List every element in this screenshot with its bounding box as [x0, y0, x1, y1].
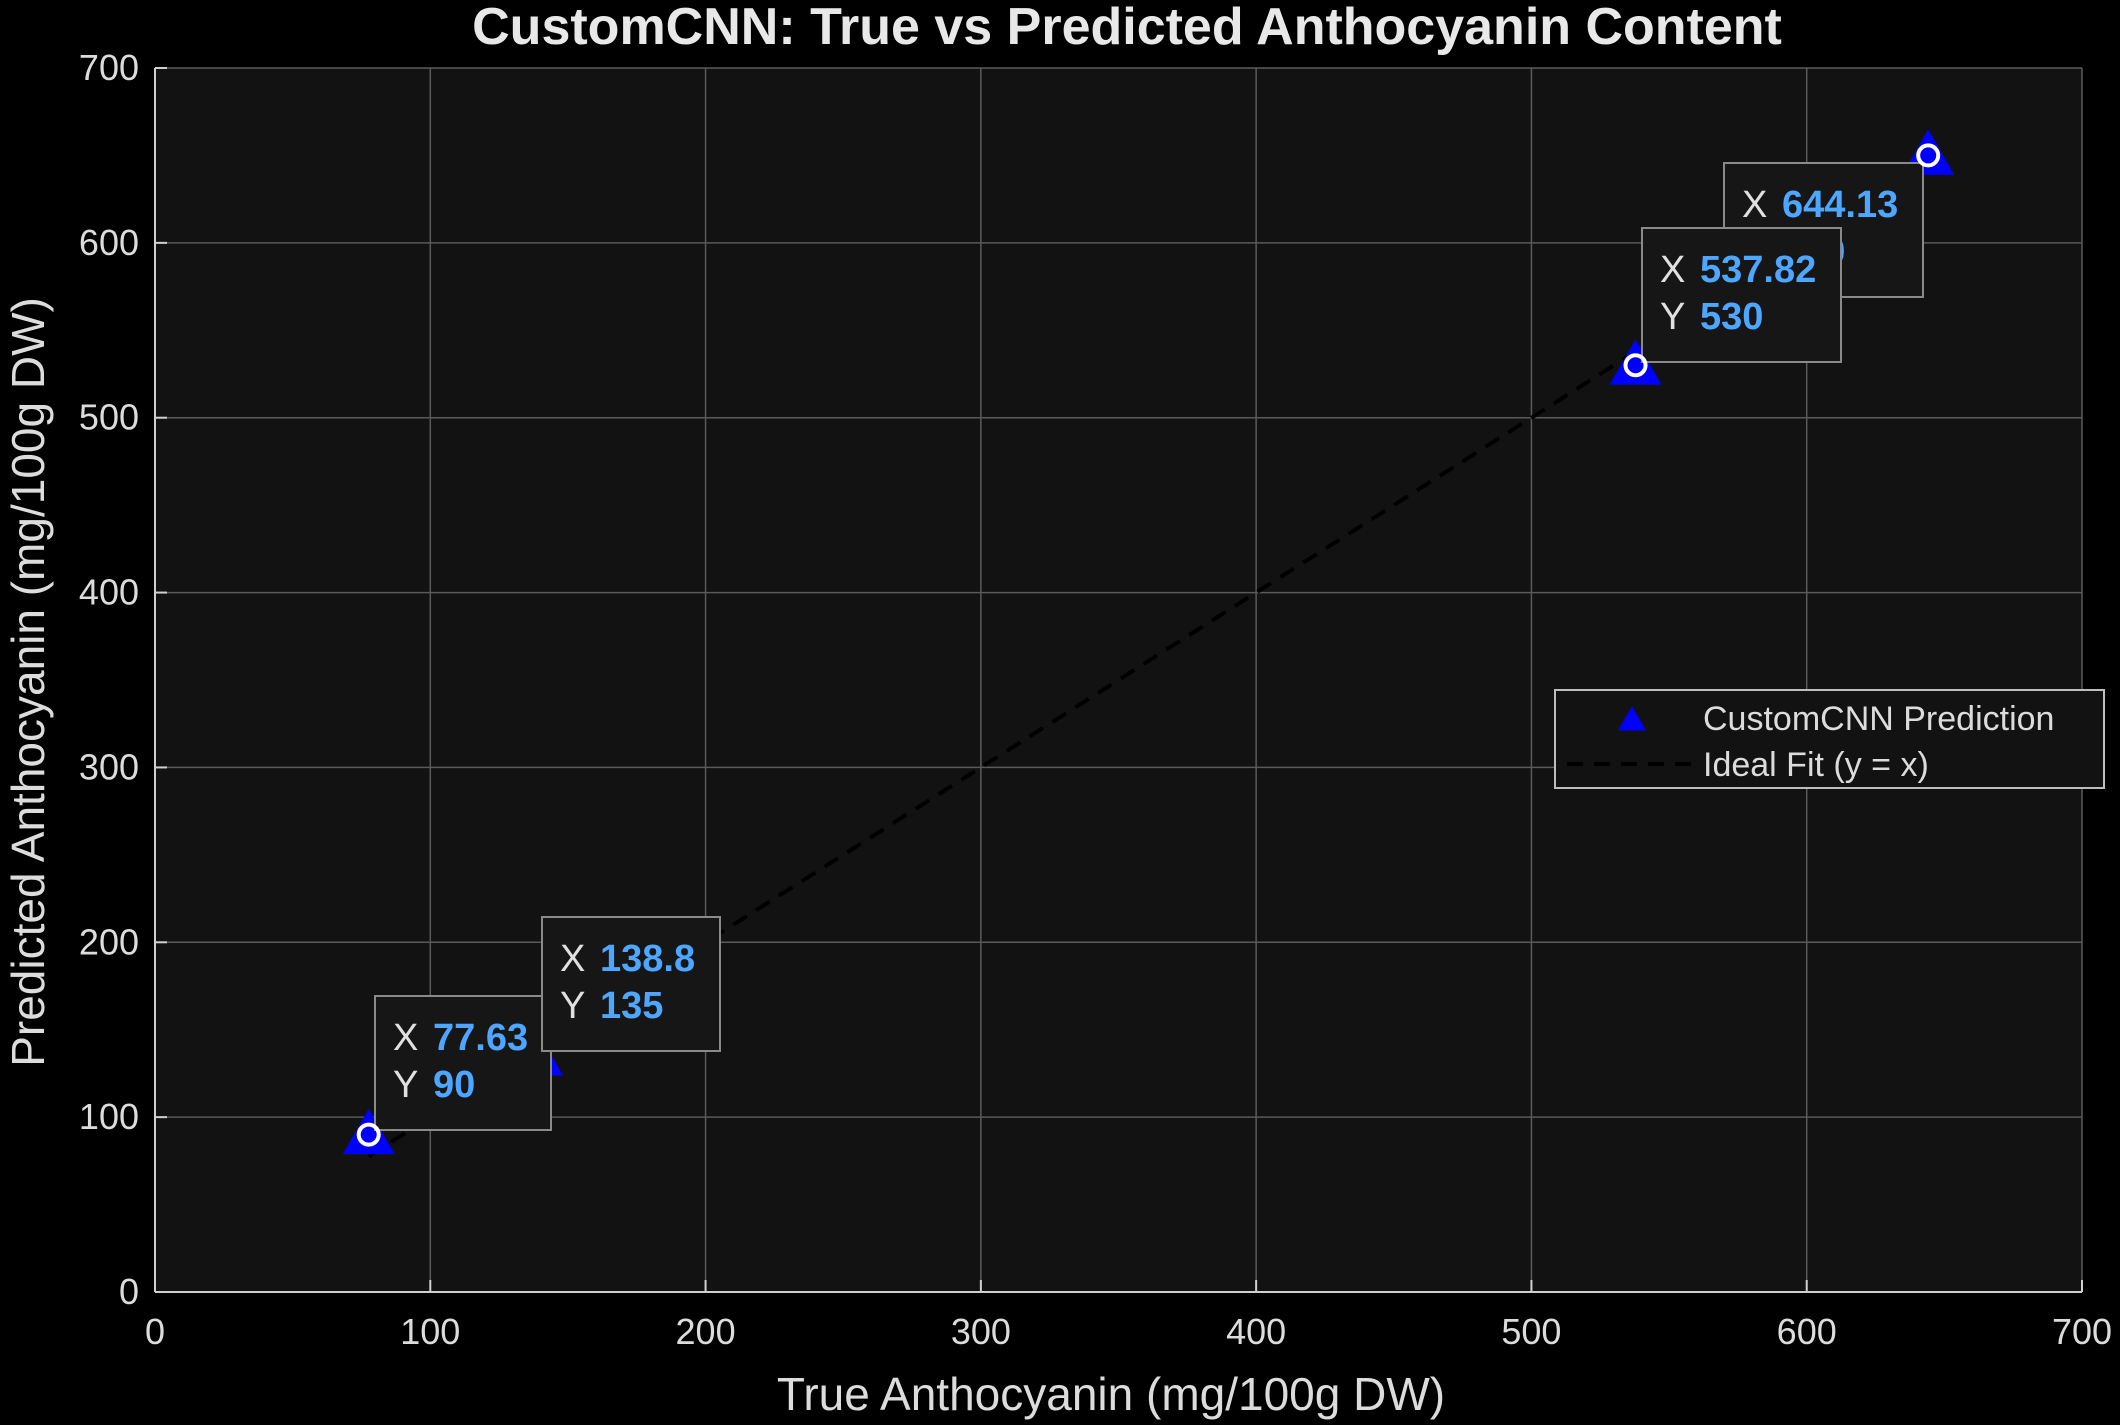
datatip-y-value: 90 [433, 1064, 475, 1106]
grid [154, 67, 2083, 1293]
datatips[interactable]: X77.63Y90X138.8Y135X644.13Y650X537.82Y53… [356, 143, 1941, 1147]
y-tick-label: 600 [79, 222, 139, 263]
x-tick-label: 700 [2052, 1311, 2112, 1352]
legend[interactable]: CustomCNN Prediction Ideal Fit (y = x) [1554, 689, 2105, 789]
datatip-y-key: Y [560, 985, 585, 1027]
datatip-x-key: X [1660, 249, 1685, 291]
legend-box [1554, 689, 2105, 789]
datatip-x-value: 138.8 [600, 938, 695, 980]
datatip[interactable]: X 138.8 Y 135 [541, 916, 721, 1052]
axes [154, 67, 2083, 1293]
datatip-x-key: X [1742, 184, 1767, 226]
datatip-box [374, 995, 552, 1131]
x-tick-label: 600 [1777, 1311, 1837, 1352]
datatip-box [1641, 227, 1842, 363]
x-tick-label: 500 [1501, 1311, 1561, 1352]
datatip-y-key: Y [393, 1064, 418, 1106]
datatip-x-value: 644.13 [1782, 184, 1898, 226]
datatip-x-value: 77.63 [433, 1017, 528, 1059]
datatip[interactable]: X 537.82 Y 530 [1641, 227, 1842, 363]
y-tick-label: 300 [79, 746, 139, 787]
y-tick-label: 400 [79, 572, 139, 613]
chart-title: CustomCNN: True vs Predicted Anthocyanin… [472, 0, 1782, 56]
x-tick-label: 400 [1226, 1311, 1286, 1352]
datatip-marker[interactable] [1916, 143, 1941, 168]
datatip-y-value: 135 [600, 985, 663, 1027]
legend-entry-ideal-fit: Ideal Fit (y = x) [1703, 746, 1929, 784]
datatip-box [541, 916, 721, 1052]
x-tick-label: 0 [145, 1311, 165, 1352]
x-tick-label: 200 [676, 1311, 736, 1352]
datatip-marker[interactable] [356, 1122, 381, 1147]
y-tick-label: 500 [79, 397, 139, 438]
datatip-x-key: X [393, 1017, 418, 1059]
tick-labels: 0 100 200 300 400 500 600 700 0 100 200 300 400 500 60… [79, 47, 2112, 1352]
datatip-x-key: X [560, 938, 585, 980]
x-tick-label: 100 [400, 1311, 460, 1352]
datatip-y-key: Y [1660, 296, 1685, 338]
legend-entry-prediction: CustomCNN Prediction [1703, 700, 2054, 738]
legend-triangle-marker [1618, 706, 1646, 731]
x-axis-label: True Anthocyanin (mg/100g DW) [777, 1368, 1445, 1420]
prediction-point[interactable] [342, 1108, 395, 1155]
datatip-y-value: 530 [1700, 296, 1763, 338]
datatip-x-value: 537.82 [1700, 249, 1816, 291]
y-tick-label: 700 [79, 47, 139, 88]
datatip-marker[interactable] [1623, 353, 1648, 378]
y-tick-label: 100 [79, 1096, 139, 1137]
prediction-point[interactable] [1609, 339, 1662, 385]
datatip[interactable]: X 77.63 Y 90 [374, 995, 552, 1131]
y-axis-label: Predicted Anthocyanin (mg/100g DW) [2, 297, 54, 1067]
x-tick-label: 300 [951, 1311, 1011, 1352]
y-tick-label: 200 [79, 921, 139, 962]
y-tick-label: 0 [119, 1271, 139, 1312]
